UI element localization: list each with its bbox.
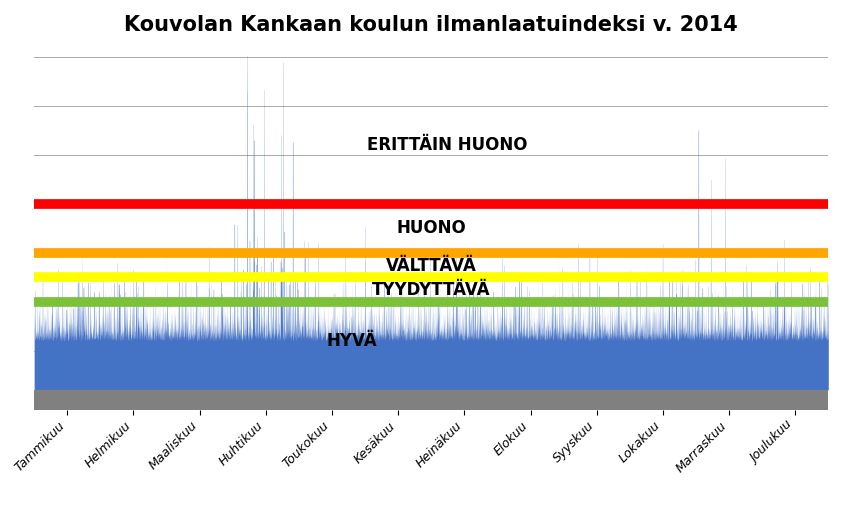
Text: ERITTÄIN HUONO: ERITTÄIN HUONO (367, 136, 527, 154)
Title: Kouvolan Kankaan koulun ilmanlaatuindeksi v. 2014: Kouvolan Kankaan koulun ilmanlaatuindeks… (125, 15, 737, 35)
Text: VÄLTTÄVÄ: VÄLTTÄVÄ (386, 257, 476, 275)
Bar (34, 390, 827, 410)
Text: TYYDYTTÄVÄ: TYYDYTTÄVÄ (372, 281, 490, 299)
Text: HUONO: HUONO (396, 219, 466, 237)
Text: HYVÄ: HYVÄ (326, 332, 377, 350)
